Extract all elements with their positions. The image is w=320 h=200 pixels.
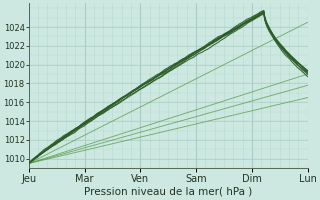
X-axis label: Pression niveau de la mer( hPa ): Pression niveau de la mer( hPa ) — [84, 187, 252, 197]
